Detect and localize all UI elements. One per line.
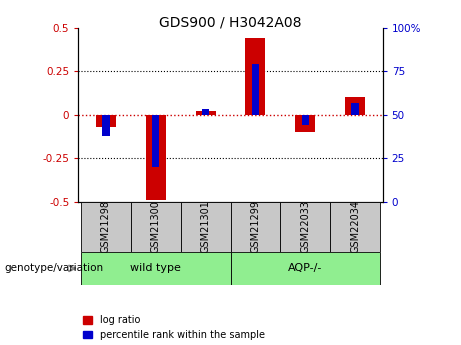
Bar — [230, 252, 380, 285]
Text: GSM21300: GSM21300 — [151, 200, 161, 253]
Text: genotype/variation: genotype/variation — [5, 264, 104, 273]
Bar — [102, 115, 110, 136]
Bar — [81, 202, 131, 252]
Bar — [351, 102, 359, 115]
Bar — [131, 202, 181, 252]
Text: GSM21299: GSM21299 — [250, 200, 260, 253]
Text: GDS900 / H3042A08: GDS900 / H3042A08 — [159, 16, 302, 30]
Text: wild type: wild type — [130, 263, 181, 273]
Bar — [152, 115, 160, 167]
Bar — [252, 64, 259, 115]
Bar — [330, 202, 380, 252]
Legend: log ratio, percentile rank within the sample: log ratio, percentile rank within the sa… — [83, 315, 265, 340]
Text: GSM21298: GSM21298 — [101, 200, 111, 253]
Text: GSM22034: GSM22034 — [350, 200, 360, 253]
Bar — [345, 97, 365, 115]
Bar — [280, 202, 330, 252]
Text: GSM22033: GSM22033 — [300, 200, 310, 253]
Bar — [296, 115, 315, 132]
Bar — [301, 115, 309, 125]
Bar — [195, 111, 216, 115]
Bar — [245, 38, 266, 115]
Text: GSM21301: GSM21301 — [201, 200, 211, 253]
Bar — [146, 115, 165, 200]
Bar — [96, 115, 116, 127]
Bar — [230, 202, 280, 252]
Bar — [202, 109, 209, 115]
Bar — [81, 252, 230, 285]
Bar — [181, 202, 230, 252]
Text: AQP-/-: AQP-/- — [288, 263, 323, 273]
